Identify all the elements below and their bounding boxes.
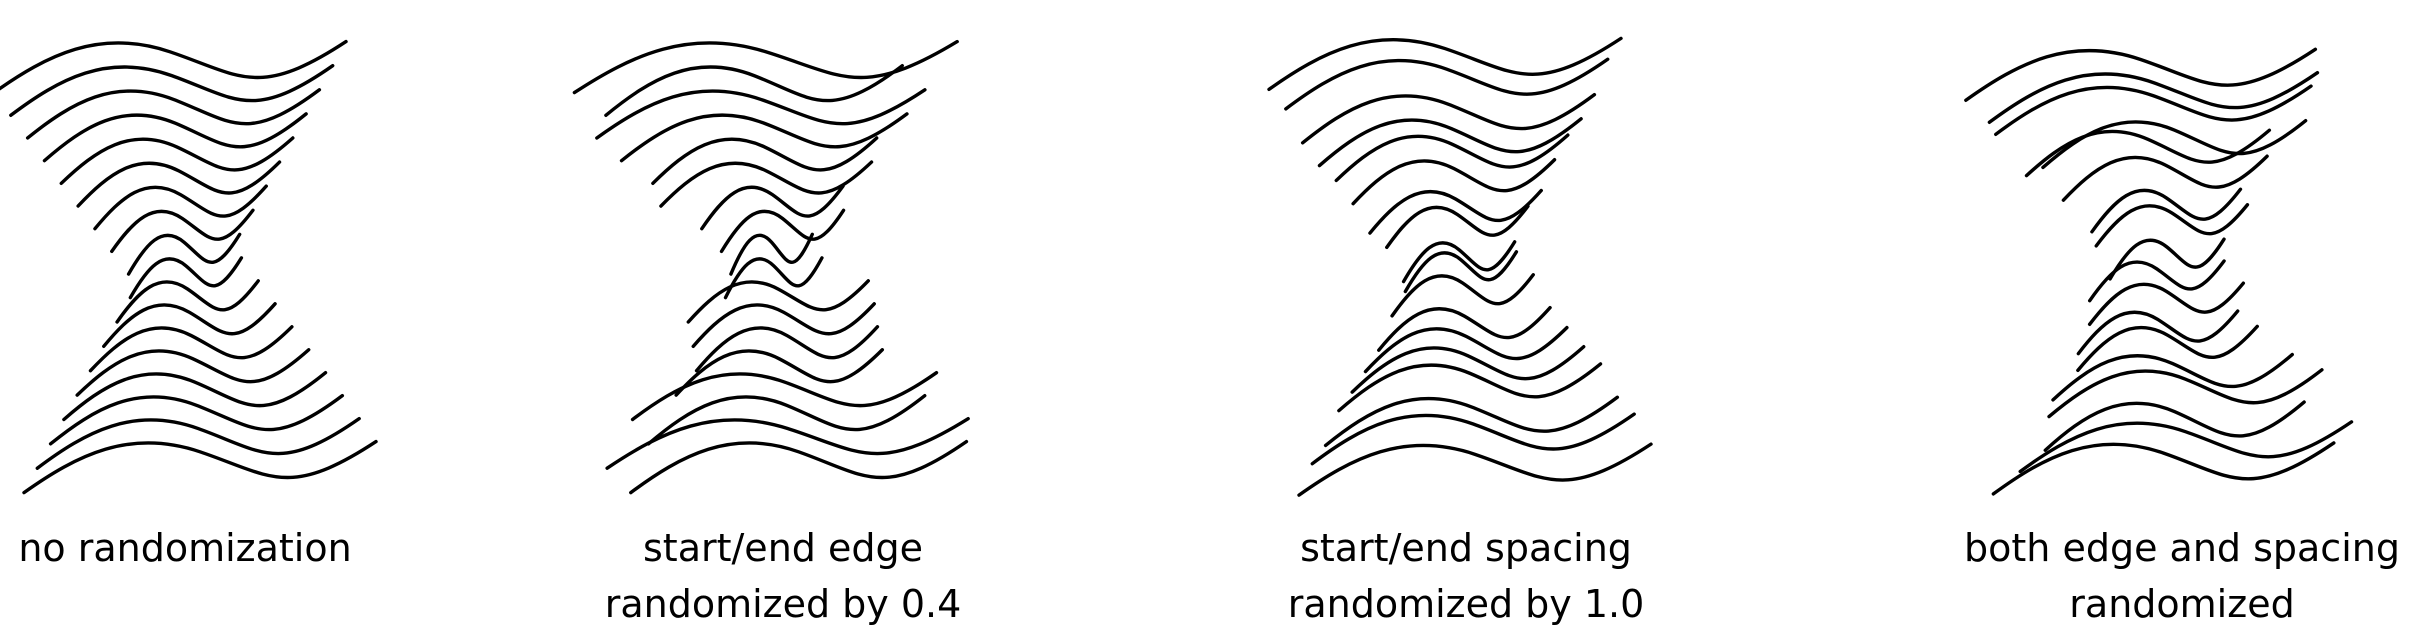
hatch-stroke <box>2047 368 2324 419</box>
caption-line: no randomization <box>18 526 352 570</box>
hatch-stroke <box>1334 133 1570 183</box>
hatch-stroke <box>1987 71 2320 124</box>
caption-line: randomized by 1.0 <box>1287 582 1645 626</box>
panel-edge-randomized <box>572 39 970 495</box>
hatch-stroke <box>2087 281 2246 327</box>
hatch-stroke <box>700 184 845 231</box>
hatch-stroke <box>126 232 242 276</box>
hatch-stroke <box>1300 92 1597 145</box>
hatch-stroke <box>1994 84 2313 137</box>
hatch-stroke <box>93 184 268 231</box>
hatch-stroke <box>1991 441 2336 496</box>
hatch-stroke <box>35 416 361 470</box>
caption-line: randomized by 0.4 <box>604 582 962 626</box>
hatch-stroke <box>2108 237 2226 281</box>
hatch-stroke <box>102 302 277 349</box>
hatch-stroke <box>2094 203 2250 248</box>
caption-line: start/end edge <box>643 526 923 570</box>
caption-both-randomized: both edge and spacing randomized <box>1964 520 2400 632</box>
hatch-stroke <box>128 256 244 300</box>
caption-line: both edge and spacing <box>1964 526 2400 570</box>
hatch-stroke <box>48 393 345 446</box>
caption-no-randomization: no randomization <box>18 520 351 576</box>
hatch-stroke <box>1323 395 1620 448</box>
hatch-stroke <box>59 136 295 186</box>
hatch-stroke <box>1377 305 1552 352</box>
hatch-stroke <box>2076 324 2259 373</box>
hatch-stroke <box>2090 187 2243 234</box>
hatch-stroke <box>686 279 870 324</box>
caption-edge-randomized: start/end edge randomized by 0.4 <box>605 520 962 632</box>
hatch-stroke <box>619 112 909 163</box>
hatch-stroke <box>1390 273 1535 318</box>
hatch-stroke <box>2076 309 2240 356</box>
hatch-stroke <box>2051 352 2294 402</box>
hatch-stroke <box>2024 128 2272 178</box>
hatch-stroke <box>115 279 260 324</box>
hatch-stroke <box>22 439 378 495</box>
caption-line: randomized <box>2069 582 2295 626</box>
hatch-stroke <box>9 63 335 117</box>
hatch-stroke <box>1310 412 1636 466</box>
hatch-stroke <box>1337 362 1603 413</box>
hatch-stroke <box>2018 420 2354 474</box>
hatch-stroke <box>595 88 927 140</box>
hatch-stroke <box>572 39 959 95</box>
hatch-stroke <box>659 160 874 208</box>
caption-spacing-randomized: start/end spacing randomized by 1.0 <box>1288 520 1645 632</box>
panel-spacing-randomized <box>1267 36 1653 497</box>
hatch-stroke <box>629 439 969 495</box>
hatch-stroke <box>1368 188 1543 235</box>
hatch-stroke <box>1350 345 1586 394</box>
hatch-stroke <box>605 416 970 470</box>
hatch-stroke <box>76 160 282 208</box>
hatch-stroke <box>2043 400 2306 452</box>
hatch-stroke <box>1317 117 1583 168</box>
panel-both-randomized <box>1964 47 2354 496</box>
hatch-stroke <box>88 325 294 373</box>
hatch-stroke <box>1385 204 1530 250</box>
hatch-stroke <box>0 39 348 91</box>
hatch-stroke <box>1363 325 1569 374</box>
hatch-stroke <box>1403 250 1519 294</box>
hatch-stroke <box>2041 118 2308 170</box>
hatch-stroke <box>723 256 824 300</box>
caption-line: start/end spacing <box>1300 526 1632 570</box>
hatch-stroke <box>651 136 879 186</box>
hatch-stroke <box>674 348 884 397</box>
hatch-stroke <box>42 112 308 163</box>
hatch-stroke <box>2061 154 2269 202</box>
hatch-stroke <box>1297 442 1653 497</box>
hatch-stroke <box>2088 259 2226 303</box>
hatch-stroke <box>1401 240 1517 284</box>
hatch-stroke <box>25 88 322 140</box>
hatch-stroke <box>1351 158 1557 206</box>
panel-no-randomization <box>0 39 378 495</box>
hatch-stroke <box>694 325 880 373</box>
hatch-stroke <box>1284 57 1610 111</box>
hatch-stroke <box>630 371 939 422</box>
hatch-stroke <box>1964 47 2318 102</box>
hatch-stroke <box>62 371 328 422</box>
hatch-stroke <box>729 232 814 276</box>
hatch-stroke <box>691 302 876 349</box>
hatch-stroke <box>1267 36 1623 92</box>
hatch-stroke <box>719 208 846 254</box>
hatch-stroke <box>110 208 255 254</box>
hatch-stroke <box>604 63 904 117</box>
hatch-stroke <box>75 348 311 397</box>
hatch-stroke <box>646 393 927 446</box>
